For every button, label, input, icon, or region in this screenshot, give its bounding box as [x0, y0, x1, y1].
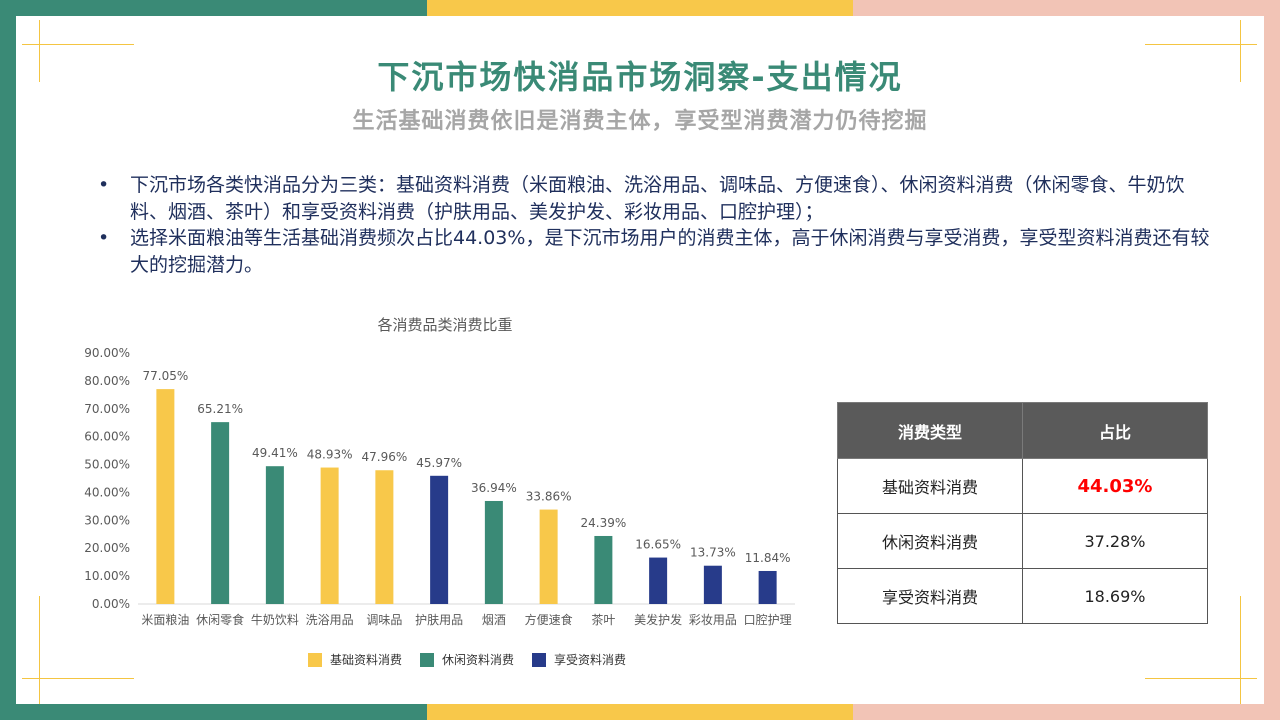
x-tick-label: 烟酒 — [482, 613, 506, 627]
bullet-marker: • — [98, 174, 110, 196]
bar — [649, 557, 668, 604]
table-cell-type: 基础资料消费 — [837, 458, 1023, 514]
table-row: 休闲资料消费 37.28% — [837, 513, 1208, 569]
x-tick-label: 调味品 — [366, 613, 402, 627]
bar — [320, 467, 339, 604]
bar — [265, 466, 284, 604]
corner-ornament-line — [1240, 20, 1241, 82]
table-header-cell: 消费类型 — [837, 402, 1023, 459]
y-tick-label: 70.00% — [84, 402, 130, 416]
bar — [484, 500, 503, 604]
data-label: 13.73% — [690, 546, 736, 560]
frame-segment-green — [0, 0, 427, 16]
corner-ornament-line — [1240, 596, 1241, 704]
x-tick-label: 茶叶 — [591, 612, 615, 627]
bar — [594, 535, 613, 604]
bar — [211, 422, 230, 604]
data-label: 45.97% — [416, 456, 462, 470]
page-subtitle: 生活基础消费依旧是消费主体，享受型消费潜力仍待挖掘 — [352, 109, 928, 134]
legend-swatch — [532, 652, 547, 667]
x-tick-label: 休闲零食 — [196, 612, 244, 627]
data-label: 24.39% — [580, 516, 626, 530]
y-tick-label: 90.00% — [84, 346, 130, 360]
legend-label: 享受资料消费 — [554, 653, 627, 667]
legend-item: 休闲资料消费 — [420, 651, 514, 668]
x-tick-label: 米面粮油 — [141, 612, 189, 627]
table-cell-type: 享受资料消费 — [837, 568, 1023, 624]
chart-title: 各消费品类消费比重 — [377, 316, 513, 334]
bullet-list: • 下沉市场各类快消品分为三类：基础资料消费（米面粮油、洗浴用品、调味品、方便速… — [98, 172, 1218, 278]
legend-label: 休闲资料消费 — [442, 653, 515, 667]
bar — [539, 509, 558, 604]
bullet-item: • 下沉市场各类快消品分为三类：基础资料消费（米面粮油、洗浴用品、调味品、方便速… — [98, 172, 1218, 225]
data-label: 77.05% — [142, 369, 188, 383]
x-tick-label: 美发护发 — [634, 612, 682, 627]
data-label: 16.65% — [635, 538, 681, 552]
table-cell-share: 18.69% — [1022, 568, 1208, 624]
bullet-text: 选择米面粮油等生活基础消费频次占比44.03%，是下沉市场用户的消费主体，高于休… — [130, 227, 1210, 276]
frame-segment-green — [0, 704, 427, 720]
legend-swatch — [308, 652, 322, 667]
x-tick-label: 牛奶饮料 — [251, 612, 299, 627]
frame-segment-pink — [853, 704, 1280, 720]
table-cell-type: 休闲资料消费 — [837, 513, 1023, 569]
summary-table: 消费类型 占比 基础资料消费 44.03% 休闲资料消费 37.28% 享受资料… — [837, 402, 1208, 624]
table-cell-share: 44.03% — [1022, 458, 1208, 514]
y-tick-label: 50.00% — [84, 458, 130, 472]
bar — [430, 475, 449, 604]
top-frame-bar — [0, 0, 1280, 16]
data-label: 49.41% — [252, 446, 298, 460]
page-title: 下沉市场快消品市场洞察-支出情况 — [377, 58, 903, 96]
corner-ornament-line — [1145, 678, 1257, 679]
bar — [703, 565, 722, 604]
data-label: 48.93% — [307, 448, 353, 462]
corner-ornament-line — [1145, 44, 1257, 45]
y-tick-label: 40.00% — [84, 485, 130, 499]
frame-segment-yellow — [426, 704, 854, 720]
data-label: 36.94% — [471, 481, 517, 495]
y-tick-label: 20.00% — [84, 541, 130, 555]
corner-ornament-line — [39, 20, 40, 82]
data-label: 47.96% — [361, 450, 407, 464]
y-tick-label: 80.00% — [84, 374, 130, 388]
corner-ornament-line — [22, 678, 134, 679]
frame-segment-pink — [853, 0, 1280, 16]
y-tick-label: 0.00% — [92, 597, 130, 611]
bar — [156, 389, 175, 604]
x-tick-label: 洗浴用品 — [306, 613, 354, 627]
y-tick-label: 10.00% — [84, 569, 130, 583]
table-header-row: 消费类型 占比 — [837, 402, 1208, 459]
left-frame-bar — [0, 0, 16, 720]
bottom-frame-bar — [0, 704, 1280, 720]
x-tick-label: 护肤用品 — [415, 612, 463, 627]
legend-label: 基础资料消费 — [330, 653, 403, 667]
bar-chart: 0.00% 10.00% 20.00% 30.00% 40.00% 50.00% 60.00… — [84, 346, 795, 627]
data-label: 65.21% — [197, 402, 243, 416]
frame-segment-yellow — [426, 0, 854, 16]
x-tick-label: 方便速食 — [525, 612, 573, 627]
data-label: 33.86% — [526, 490, 572, 504]
bar — [758, 570, 777, 604]
table-header-cell: 占比 — [1022, 402, 1208, 459]
data-label: 11.84% — [745, 551, 791, 565]
x-tick-label: 彩妆用品 — [689, 613, 737, 627]
corner-ornament-line — [22, 44, 134, 45]
bullet-item: • 选择米面粮油等生活基础消费频次占比44.03%，是下沉市场用户的消费主体，高… — [98, 225, 1218, 278]
bar — [375, 470, 394, 604]
table-row: 基础资料消费 44.03% — [837, 458, 1208, 514]
chart-legend: 基础资料消费 休闲资料消费 享受资料消费 — [308, 651, 626, 668]
table-cell-share: 37.28% — [1022, 513, 1208, 569]
x-tick-label: 口腔护理 — [744, 612, 792, 627]
bullet-marker: • — [98, 227, 110, 249]
legend-item: 基础资料消费 — [308, 651, 402, 668]
right-frame-bar — [1264, 0, 1280, 720]
legend-item: 享受资料消费 — [532, 651, 626, 668]
y-tick-label: 60.00% — [84, 430, 130, 444]
y-tick-label: 30.00% — [84, 513, 130, 527]
bullet-text: 下沉市场各类快消品分为三类：基础资料消费（米面粮油、洗浴用品、调味品、方便速食）… — [130, 174, 1185, 223]
corner-ornament-line — [39, 596, 40, 704]
legend-swatch — [420, 652, 435, 667]
table-row: 享受资料消费 18.69% — [837, 568, 1208, 624]
